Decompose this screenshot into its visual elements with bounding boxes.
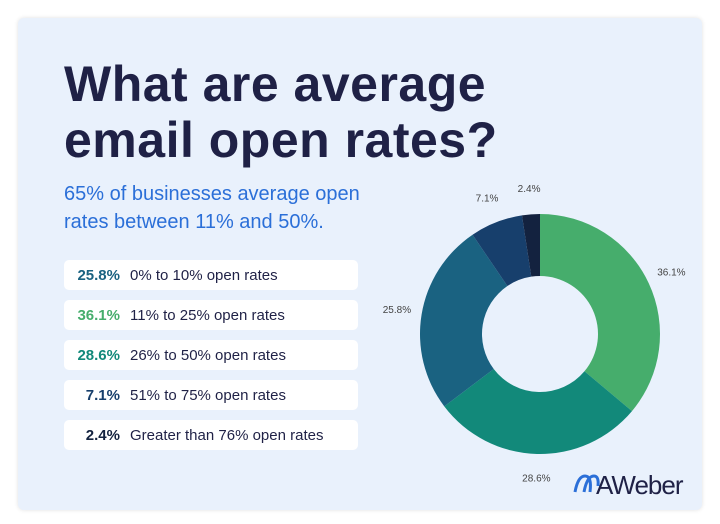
brand: AWeber	[596, 470, 683, 500]
donut-slice	[444, 368, 632, 454]
legend-row: 28.6% 26% to 50% open rates	[64, 340, 358, 370]
donut-slice	[521, 214, 540, 277]
slice-label: 2.4%	[518, 184, 541, 195]
donut-slice	[419, 234, 508, 407]
subtitle: 65% of businesses average open rates bet…	[64, 183, 360, 233]
slice-label: 7.1%	[476, 194, 499, 205]
slice-label: 28.6%	[522, 474, 550, 485]
legend-row: 25.8% 0% to 10% open rates	[64, 260, 358, 290]
slice-label: 25.8%	[383, 305, 411, 316]
row-value: 36.1%	[77, 307, 120, 324]
legend-row: 7.1% 51% to 75% open rates	[64, 380, 358, 410]
legend-row: 2.4% Greater than 76% open rates	[64, 420, 358, 450]
row-label: 26% to 50% open rates	[130, 347, 286, 364]
title: What are average email open rates?	[64, 56, 498, 168]
row-label: 11% to 25% open rates	[130, 307, 285, 324]
slice-label: 36.1%	[657, 267, 685, 278]
row-label: 51% to 75% open rates	[130, 387, 286, 404]
donut-slice	[472, 215, 532, 287]
donut-slice	[540, 214, 660, 412]
row-label: 0% to 10% open rates	[130, 267, 278, 284]
row-value: 7.1%	[85, 387, 120, 404]
row-label: Greater than 76% open rates	[130, 427, 324, 444]
row-value: 28.6%	[77, 347, 120, 364]
row-value: 25.8%	[77, 267, 120, 284]
legend-row: 36.1% 11% to 25% open rates	[64, 300, 358, 330]
brand-logo	[573, 474, 600, 493]
row-value: 2.4%	[85, 427, 120, 444]
